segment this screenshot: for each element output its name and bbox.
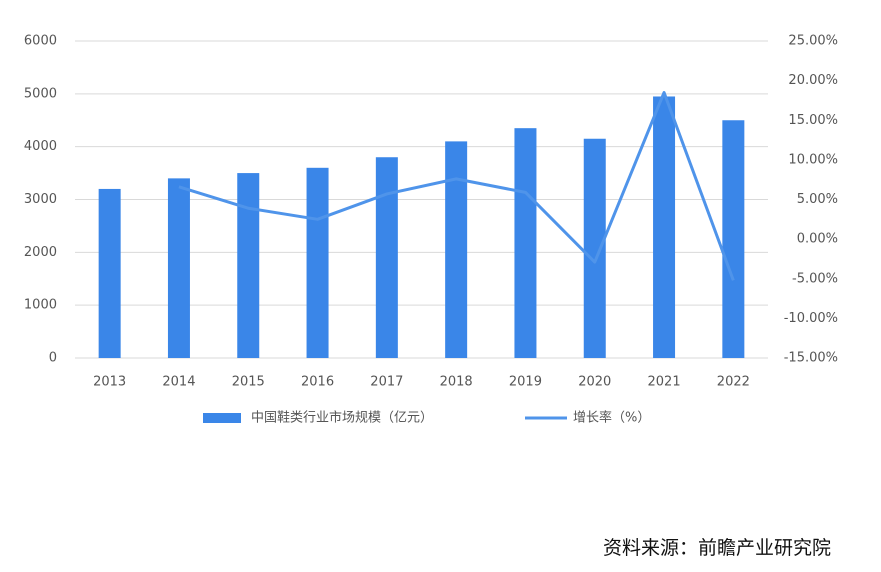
- y-tick-label: 6000: [24, 34, 57, 49]
- legend-swatch: [203, 413, 241, 423]
- x-tick-label: 2019: [509, 375, 542, 390]
- y-tick-label: 3000: [24, 192, 57, 207]
- y2-tick-label: -5.00%: [792, 271, 838, 286]
- x-tick-label: 2013: [93, 375, 126, 390]
- y-tick-label: 0: [49, 351, 57, 366]
- y2-tick-label: -15.00%: [784, 351, 838, 366]
- y-tick-label: 1000: [24, 298, 57, 313]
- y2-tick-label: 5.00%: [797, 192, 838, 207]
- bar: [514, 128, 537, 358]
- bar: [306, 167, 329, 358]
- bar: [445, 141, 468, 358]
- bar: [722, 120, 745, 358]
- y-tick-label: 5000: [24, 86, 57, 101]
- legend-label: 中国鞋类行业市场规模（亿元）: [251, 410, 433, 426]
- x-tick-label: 2021: [648, 375, 681, 390]
- bar: [98, 188, 121, 358]
- bar: [167, 178, 190, 358]
- legend-label: 增长率（%）: [573, 410, 650, 426]
- bar: [237, 173, 260, 358]
- y2-tick-label: -10.00%: [784, 311, 838, 326]
- x-tick-label: 2018: [440, 375, 473, 390]
- x-tick-label: 2014: [162, 375, 195, 390]
- y2-tick-label: 25.00%: [788, 34, 838, 49]
- x-tick-label: 2015: [232, 375, 265, 390]
- y2-tick-label: 0.00%: [797, 232, 838, 247]
- y-tick-label: 4000: [24, 139, 57, 154]
- bar: [375, 157, 398, 358]
- x-tick-label: 2016: [301, 375, 334, 390]
- y2-tick-label: 15.00%: [788, 113, 838, 128]
- line-series: [178, 91, 735, 281]
- source-note: 资料来源：前瞻产业研究院: [603, 537, 831, 559]
- y-tick-label: 2000: [24, 245, 57, 260]
- x-tick-label: 2020: [578, 375, 611, 390]
- bar: [653, 96, 676, 358]
- y2-tick-label: 20.00%: [788, 73, 838, 88]
- y2-tick-label: 10.00%: [788, 152, 838, 167]
- x-tick-label: 2022: [717, 375, 750, 390]
- bar: [583, 138, 606, 358]
- x-tick-label: 2017: [370, 375, 403, 390]
